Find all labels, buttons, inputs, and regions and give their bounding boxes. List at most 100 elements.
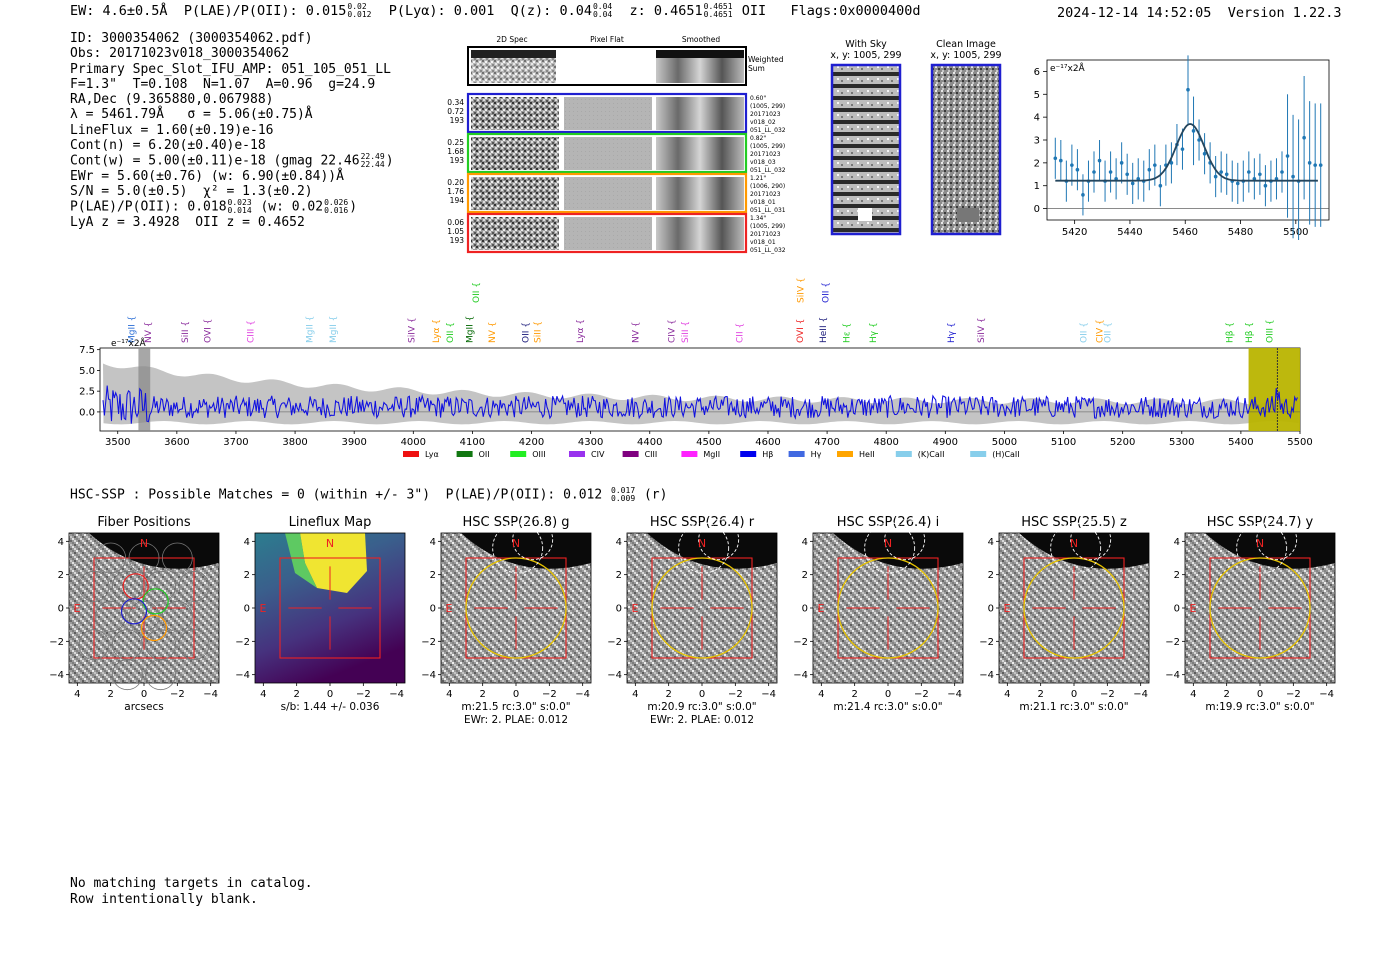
hsc-ytick-label: 2: [58, 570, 64, 581]
hsc-xtick-label: 0: [141, 689, 147, 700]
hsc-panel: HSC SSP(26.4) r N E 4 −4 2 −2 0 0 −2 2 −4 4 m:20.9 rc…: [607, 515, 778, 723]
hsc-caption: m:21.5 rc:3.0" s:0.0": [461, 701, 570, 713]
spectrum-xtick-label: 5500: [1287, 437, 1312, 448]
emission-line-label: OII {: [522, 322, 532, 343]
emission-line-name: MgII {: [127, 316, 137, 343]
north-marker: N: [884, 537, 892, 550]
hsc-panel: HSC SSP(24.7) y N E 4 −4 2 −2 0 0 −2 2 −4 4 m:19.9 rc…: [1165, 515, 1336, 713]
hsc-xtick-label: 2: [293, 689, 299, 700]
timestamp: 2024-12-14 14:52:05: [1057, 5, 1212, 21]
hsc-xtick-label: 2: [479, 689, 485, 700]
fiber-circle: [178, 570, 210, 602]
zoom-data-point: [1158, 183, 1163, 188]
hsc-xtick-label: 0: [1071, 689, 1077, 700]
fiber-circle: [161, 542, 193, 574]
neighbor-aperture: [1236, 522, 1288, 574]
legend-label: (K)CaII: [918, 450, 945, 459]
hsc-caption: m:21.4 rc:3.0" s:0.0": [833, 701, 942, 713]
hsc-caption: arcsecs: [124, 701, 163, 713]
fiber-circle: [178, 629, 210, 661]
spectrum-xtick-label: 3700: [223, 437, 248, 448]
neighbor-aperture: [1070, 519, 1112, 561]
info-id: ID: 3000354062 (3000354062.pdf): [70, 31, 313, 46]
emission-line-name: Hβ {: [1226, 322, 1236, 343]
aperture-circle: [837, 557, 939, 659]
emission-line-label: MgII {: [329, 316, 339, 343]
detection-info: ID: 3000354062 (3000354062.pdf) Obs: 201…: [70, 31, 394, 230]
hsc-xtick-label: 2: [665, 689, 671, 700]
zoom-ytick-label: 1: [1034, 181, 1040, 192]
emission-line-label: Hβ {: [1226, 322, 1236, 343]
spectrum-xtick-label: 3800: [282, 437, 307, 448]
ew-value: EW: 4.6±0.5Å: [70, 3, 168, 19]
hsc-ytick-label: −2: [979, 637, 994, 648]
cutout-pixel-flat: [564, 137, 652, 170]
hsc-panel-title: Fiber Positions: [97, 515, 190, 530]
neighbor-aperture: [1256, 519, 1298, 561]
hsc-xtick-label: −4: [575, 689, 590, 700]
zoom-data-point: [1280, 170, 1284, 174]
hsc-xtick-label: 4: [632, 689, 638, 700]
info-sn: S/N = 5.0(±0.5) χ² = 1.3(±0.2): [70, 183, 313, 199]
hsc-ytick-label: 4: [1174, 537, 1180, 548]
spectrum-xtick-label: 3600: [164, 437, 189, 448]
clean-image: [930, 63, 1002, 236]
hsc-imaging-panels: Fiber Positions N E 4 −4 2 −2 0 0 −2 2 −4 4 arcsecs Li…: [50, 515, 1336, 723]
fiber-circle: [128, 542, 160, 574]
spectrum-xtick-label: 3500: [105, 437, 130, 448]
hsc-caption: s/b: 1.44 +/- 0.036: [281, 701, 380, 713]
emission-line-name: OIII {: [1265, 319, 1275, 343]
aperture-box: [279, 557, 381, 659]
cutout-right-label: v018_01: [750, 199, 776, 206]
legend-label: CIII: [645, 450, 658, 459]
zoom-xtick-label: 5480: [1228, 227, 1253, 238]
emission-line-label: MgII {: [305, 316, 315, 343]
cutout-left-label: 193: [450, 156, 465, 165]
sky-images: With Sky x, y: 1005, 299 Clean Image x, …: [830, 39, 1002, 236]
spectrum-xtick-label: 5200: [1110, 437, 1135, 448]
emission-line-name: Lyα {: [432, 319, 442, 343]
info-radec: RA,Dec (9.365880,0.067988): [70, 92, 274, 108]
neighbor-aperture: [698, 519, 740, 561]
spectrum-ytick-label: 0.0: [79, 407, 95, 418]
emission-line-name: Lyα {: [576, 319, 586, 343]
zoom-ytick-label: 2: [1034, 158, 1040, 169]
hsc-panel-title: Lineflux Map: [289, 515, 372, 530]
hsc-xtick-label: −2: [1100, 689, 1115, 700]
spectrum-highlight-region: [138, 348, 151, 431]
bright-neighbor: [647, 533, 777, 569]
cutout-right-label: 051_LL_032: [750, 167, 786, 174]
header-summary: EW: 4.6±0.5Å P(LAE)/P(OII): 0.015 0.02 0.0…: [70, 2, 921, 20]
hsc-xtick-label: 4: [446, 689, 452, 700]
zoom-data-point: [1125, 172, 1129, 177]
hsc-caption: m:20.9 rc:3.0" s:0.0": [647, 701, 756, 713]
hsc-xtick-label: −4: [1133, 689, 1148, 700]
emission-line-name: Hε {: [843, 323, 853, 343]
emission-line-name: NV {: [144, 322, 154, 343]
hsc-ytick-label: 0: [244, 604, 250, 615]
neighbor-aperture: [512, 519, 554, 561]
emission-line-name: MgII {: [465, 316, 475, 343]
info-obs: Obs: 20171023v018_3000354062: [70, 46, 290, 62]
plae-label: P(LAE)/P(OII): 0.015: [183, 3, 347, 19]
hsc-ytick-label: 4: [616, 537, 622, 548]
zoom-data-point: [1070, 163, 1074, 167]
legend-label: Hγ: [811, 450, 822, 459]
hsc-ytick-label: −4: [1165, 670, 1180, 681]
legend-label: Lyα: [425, 450, 439, 459]
legend-label: OII: [479, 450, 490, 459]
highlighted-fiber: [140, 614, 168, 642]
zoom-data-point: [1318, 163, 1323, 167]
emission-line-label: MgII {: [127, 316, 137, 343]
legend-swatch: [740, 451, 757, 457]
hsc-xtick-label: 4: [1004, 689, 1010, 700]
cutout-left-label: 194: [450, 196, 465, 205]
emission-line-label: CII {: [736, 323, 746, 343]
zoom-data-point: [1180, 147, 1185, 151]
with-sky-image: [830, 63, 902, 236]
cutout-left-label: 0.20: [447, 178, 464, 187]
cutout-2d-spec: [471, 177, 559, 210]
legend-swatch: [895, 451, 912, 457]
bright-neighbor: [1019, 533, 1149, 569]
fiber-circle: [145, 570, 177, 602]
